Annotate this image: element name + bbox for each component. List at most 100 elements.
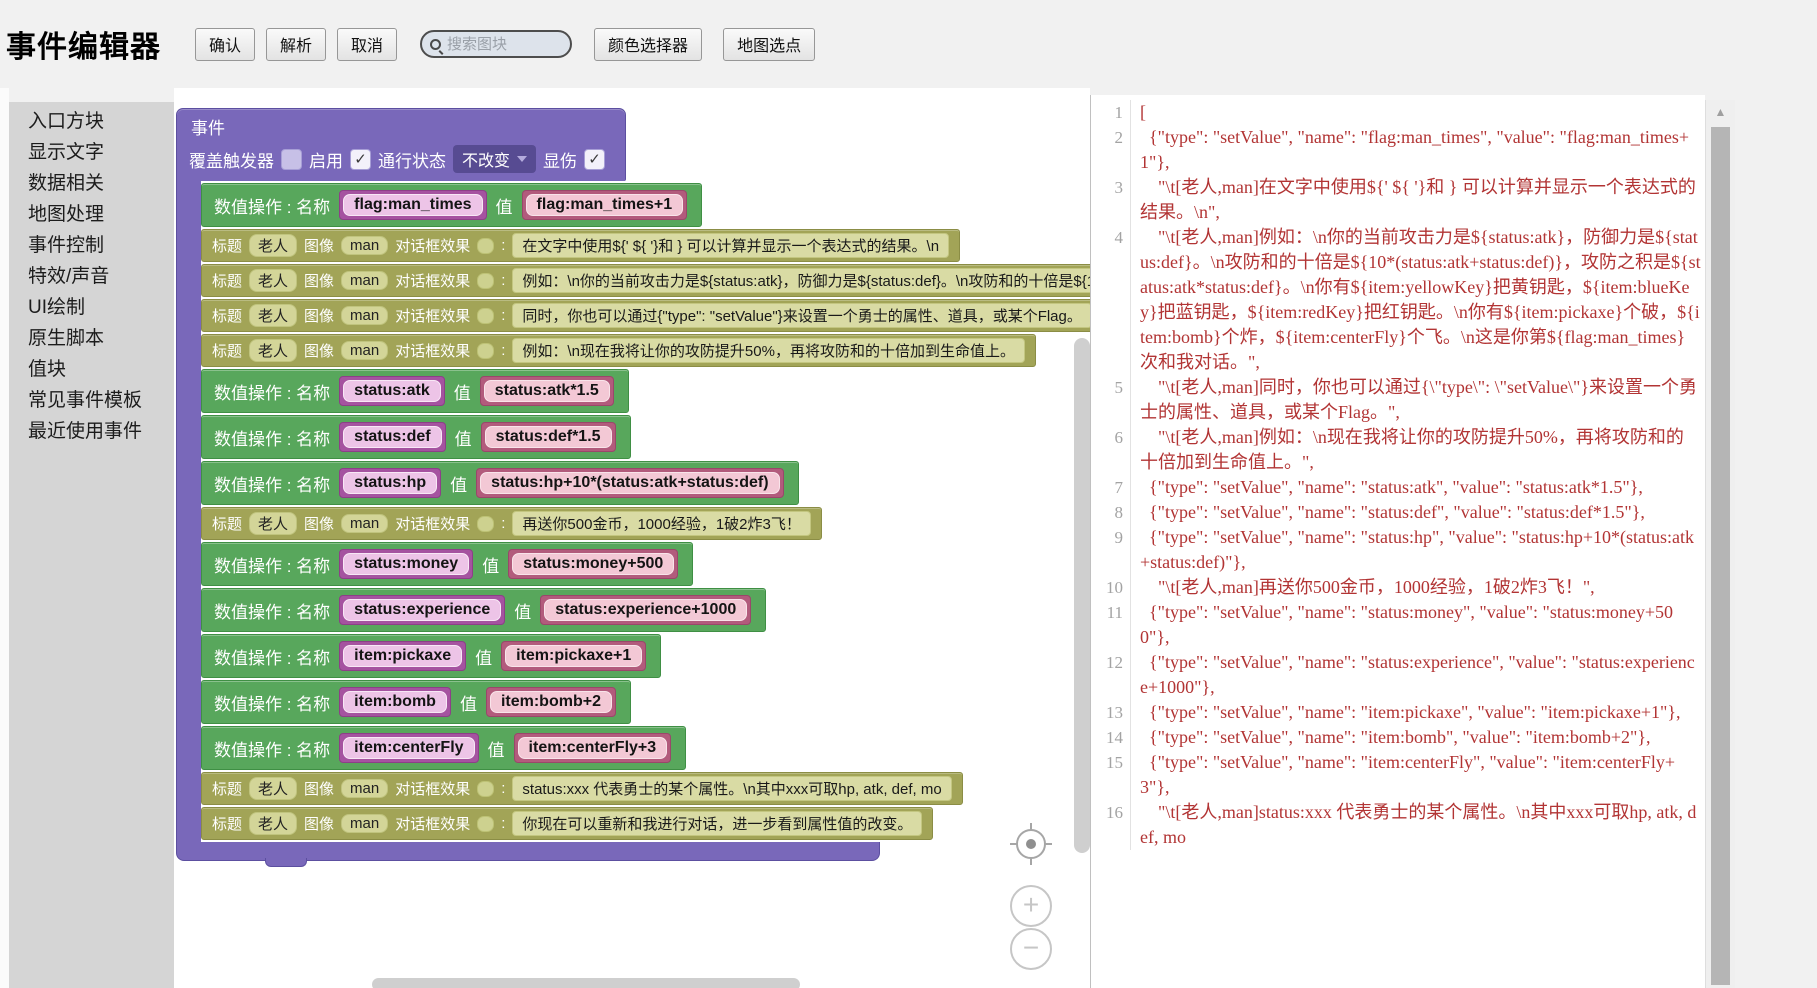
image-field[interactable]: man xyxy=(341,814,389,833)
sidebar-item[interactable]: 常见事件模板 xyxy=(28,390,143,411)
speaker-field[interactable]: 老人 xyxy=(249,234,298,257)
speaker-field[interactable]: 老人 xyxy=(249,777,298,800)
setvalue-block[interactable]: 数值操作 : 名称 item:centerFly 值 item:centerFl… xyxy=(201,726,687,770)
value-field[interactable]: status:experience+1000 xyxy=(540,595,752,625)
value-field[interactable]: item:pickaxe+1 xyxy=(501,641,647,671)
code-text[interactable]: [ xyxy=(1140,102,1146,122)
image-field[interactable]: man xyxy=(341,514,389,533)
value-field[interactable]: status:hp+10*(status:atk+status:def) xyxy=(476,468,784,498)
dialog-text-block[interactable]: 标题 老人 图像 man 对话框效果 : 再送你500金币，1000经验，1破2… xyxy=(201,507,822,540)
image-field[interactable]: man xyxy=(341,341,389,360)
effect-field[interactable] xyxy=(477,515,495,532)
code-panel[interactable]: 1 [ 2 {"type": "setValue", "name": "flag… xyxy=(1090,95,1705,988)
sidebar-item[interactable]: 数据相关 xyxy=(28,173,105,194)
code-text[interactable]: "\t[老人,man]同时，你也可以通过{\"type\": \"setValu… xyxy=(1140,377,1697,422)
code-text[interactable]: "\t[老人,man]例如：\n现在我将让你的攻防提升50%，再将攻防和的十倍加… xyxy=(1140,427,1684,472)
image-field[interactable]: man xyxy=(341,271,389,290)
sidebar-item[interactable]: 最近使用事件 xyxy=(28,421,143,442)
recenter-target-icon[interactable] xyxy=(1010,823,1052,865)
sidebar-item[interactable]: 特效/声音 xyxy=(28,266,110,287)
cancel-button[interactable]: 取消 xyxy=(337,27,398,61)
name-field[interactable]: status:experience xyxy=(339,595,506,625)
name-field[interactable]: item:pickaxe xyxy=(339,641,467,671)
sidebar-item[interactable]: UI绘制 xyxy=(28,297,86,318)
speaker-field[interactable]: 老人 xyxy=(249,269,298,292)
name-field[interactable]: status:money xyxy=(339,549,474,579)
code-text[interactable]: {"type": "setValue", "name": "status:hp"… xyxy=(1140,527,1695,572)
code-text[interactable]: {"type": "setValue", "name": "item:cente… xyxy=(1140,752,1675,797)
color-picker-button[interactable]: 颜色选择器 xyxy=(594,27,703,61)
code-text[interactable]: {"type": "setValue", "name": "item:picka… xyxy=(1140,702,1681,722)
speaker-field[interactable]: 老人 xyxy=(249,304,298,327)
setvalue-block[interactable]: 数值操作 : 名称 status:def 值 status:def*1.5 xyxy=(201,415,631,459)
effect-field[interactable] xyxy=(477,342,495,359)
setvalue-block[interactable]: 数值操作 : 名称 status:money 值 status:money+50… xyxy=(201,542,694,586)
setvalue-block[interactable]: 数值操作 : 名称 status:hp 值 status:hp+10*(stat… xyxy=(201,461,799,505)
speaker-field[interactable]: 老人 xyxy=(249,339,298,362)
code-scrollbar-thumb[interactable] xyxy=(1711,127,1730,985)
canvas-vertical-scrollbar[interactable] xyxy=(1074,338,1090,853)
dialog-text-block[interactable]: 标题 老人 图像 man 对话框效果 : 在文字中使用${' ${ '}和 } … xyxy=(201,229,961,262)
setvalue-block[interactable]: 数值操作 : 名称 item:pickaxe 值 item:pickaxe+1 xyxy=(201,634,662,678)
effect-field[interactable] xyxy=(477,272,495,289)
image-field[interactable]: man xyxy=(341,306,389,325)
confirm-button[interactable]: 确认 xyxy=(195,27,256,61)
code-text[interactable]: {"type": "setValue", "name": "status:mon… xyxy=(1140,602,1674,647)
dialog-text-field[interactable]: 例如：\n你的当前攻击力是${status:atk}，防御力是${status:… xyxy=(512,268,1090,293)
speaker-field[interactable]: 老人 xyxy=(249,812,298,835)
code-scrollbar[interactable]: ▲ xyxy=(1705,100,1735,988)
code-text[interactable]: "\t[老人,man]例如：\n你的当前攻击力是${status:atk}，防御… xyxy=(1140,227,1701,372)
dialog-text-field[interactable]: 在文字中使用${' ${ '}和 } 可以计算并显示一个表达式的结果。\n xyxy=(512,233,950,258)
sidebar-item[interactable]: 地图处理 xyxy=(28,204,105,225)
effect-field[interactable] xyxy=(477,780,495,797)
code-text[interactable]: {"type": "setValue", "name": "item:bomb"… xyxy=(1140,727,1651,747)
parse-button[interactable]: 解析 xyxy=(266,27,327,61)
canvas-horizontal-scrollbar[interactable] xyxy=(372,978,800,988)
sidebar-item[interactable]: 入口方块 xyxy=(28,111,105,132)
scroll-up-icon[interactable]: ▲ xyxy=(1714,105,1727,119)
name-field[interactable]: item:bomb xyxy=(339,687,451,717)
image-field[interactable]: man xyxy=(341,779,389,798)
code-text[interactable]: {"type": "setValue", "name": "status:def… xyxy=(1140,502,1645,522)
dialog-text-block[interactable]: 标题 老人 图像 man 对话框效果 : 例如：\n你的当前攻击力是${stat… xyxy=(201,264,1090,297)
dialog-text-field[interactable]: 你现在可以重新和我进行对话，进一步看到属性值的改变。 xyxy=(512,811,923,836)
effect-field[interactable] xyxy=(477,307,495,324)
damage-checkbox[interactable]: ✓ xyxy=(584,148,606,170)
name-field[interactable]: status:hp xyxy=(339,468,442,498)
code-text[interactable]: "\t[老人,man]status:xxx 代表勇士的某个属性。\n其中xxx可… xyxy=(1140,802,1697,847)
code-text[interactable]: {"type": "setValue", "name": "status:exp… xyxy=(1140,652,1695,697)
code-text[interactable]: {"type": "setValue", "name": "status:atk… xyxy=(1140,477,1643,497)
value-field[interactable]: item:centerFly+3 xyxy=(513,733,672,763)
image-field[interactable]: man xyxy=(341,236,389,255)
search-box[interactable] xyxy=(420,30,573,58)
sidebar-item[interactable]: 原生脚本 xyxy=(28,328,105,349)
search-input[interactable] xyxy=(447,35,558,53)
setvalue-block[interactable]: 数值操作 : 名称 item:bomb 值 item:bomb+2 xyxy=(201,680,631,724)
effect-field[interactable] xyxy=(477,237,495,254)
dialog-text-block[interactable]: 标题 老人 图像 man 对话框效果 : 例如：\n现在我将让你的攻防提升50%… xyxy=(201,334,1036,367)
value-field[interactable]: status:def*1.5 xyxy=(480,422,616,452)
setvalue-block[interactable]: 数值操作 : 名称 flag:man_times 值 flag:man_time… xyxy=(201,183,703,227)
value-field[interactable]: status:money+500 xyxy=(508,549,679,579)
code-text[interactable]: {"type": "setValue", "name": "flag:man_t… xyxy=(1140,127,1689,172)
block-canvas[interactable]: 事件 覆盖触发器 ✓ 启用 ✓ 通行状态 不改变 显伤 ✓ xyxy=(174,88,1090,988)
sidebar-item[interactable]: 事件控制 xyxy=(28,235,105,256)
event-block-header[interactable]: 事件 覆盖触发器 ✓ 启用 ✓ 通行状态 不改变 显伤 ✓ xyxy=(176,108,626,181)
name-field[interactable]: item:centerFly xyxy=(339,733,479,763)
dialog-text-field[interactable]: 再送你500金币，1000经验，1破2炸3飞！ xyxy=(512,511,811,536)
value-field[interactable]: item:bomb+2 xyxy=(485,687,616,717)
value-field[interactable]: flag:man_times+1 xyxy=(521,190,688,220)
pass-state-dropdown[interactable]: 不改变 xyxy=(453,145,537,173)
name-field[interactable]: status:atk xyxy=(339,376,445,406)
value-field[interactable]: status:atk*1.5 xyxy=(479,376,614,406)
setvalue-block[interactable]: 数值操作 : 名称 status:experience 值 status:exp… xyxy=(201,588,767,632)
zoom-out-icon[interactable]: − xyxy=(1010,928,1052,970)
name-field[interactable]: status:def xyxy=(339,422,446,452)
zoom-in-icon[interactable]: + xyxy=(1010,885,1052,927)
setvalue-block[interactable]: 数值操作 : 名称 status:atk 值 status:atk*1.5 xyxy=(201,369,629,413)
sidebar-item[interactable]: 显示文字 xyxy=(28,142,105,163)
trigger-checkbox[interactable]: ✓ xyxy=(281,148,302,170)
dialog-text-field[interactable]: status:xxx 代表勇士的某个属性。\n其中xxx可取hp, atk, d… xyxy=(512,776,952,801)
name-field[interactable]: flag:man_times xyxy=(339,190,487,220)
effect-field[interactable] xyxy=(477,815,495,832)
